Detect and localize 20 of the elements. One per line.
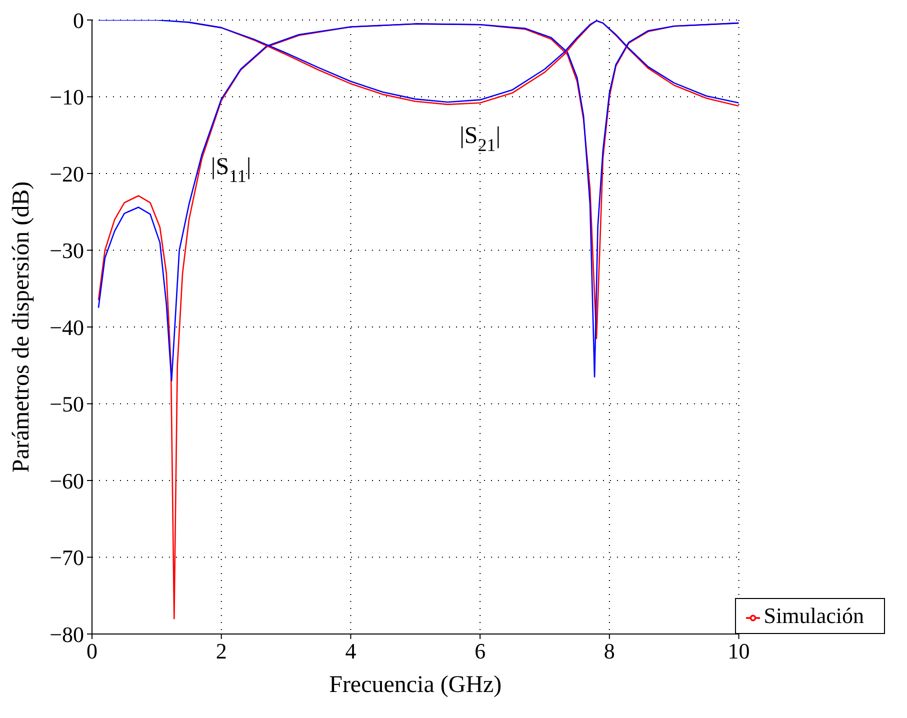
x-axis-title: Frecuencia (GHz) <box>329 672 502 698</box>
x-tick-label: 2 <box>216 638 227 664</box>
y-tick-label: −60 <box>50 468 84 494</box>
y-tick-label: −40 <box>50 314 84 340</box>
x-tick-label: 10 <box>728 638 750 664</box>
y-tick-label: 0 <box>73 8 84 33</box>
y-tick-label: −80 <box>50 622 84 647</box>
annotation: |S$_{11}$| <box>210 154 252 186</box>
y-tick-label: −20 <box>50 161 84 186</box>
y-axis-title: Parámetros de dispersión (dB) <box>8 181 35 473</box>
annotation: |S$_{21}$| <box>460 123 501 156</box>
x-tick-label: 6 <box>474 638 486 664</box>
line-series <box>98 22 739 382</box>
legend-label: Simulación <box>764 603 864 628</box>
y-tick-label: −50 <box>50 392 84 417</box>
x-tick-label: 8 <box>604 638 615 664</box>
y-tick-label: −70 <box>50 545 84 570</box>
y-tick-label: −10 <box>50 84 84 110</box>
y-tick-label: −30 <box>50 238 84 264</box>
x-tick-label: 4 <box>345 638 356 664</box>
